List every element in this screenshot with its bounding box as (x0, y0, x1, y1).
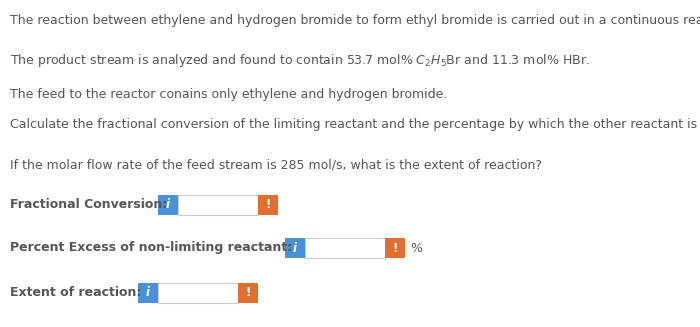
Text: i: i (146, 286, 150, 300)
Text: !: ! (392, 242, 398, 254)
Text: If the molar flow rate of the feed stream is 285 mol/s, what is the extent of re: If the molar flow rate of the feed strea… (10, 158, 542, 171)
FancyBboxPatch shape (178, 195, 258, 215)
Text: Fractional Conversion:: Fractional Conversion: (10, 198, 167, 212)
FancyBboxPatch shape (305, 238, 385, 258)
Text: %: % (410, 242, 422, 254)
FancyBboxPatch shape (158, 195, 178, 215)
Text: i: i (293, 242, 297, 254)
FancyBboxPatch shape (238, 283, 258, 303)
FancyBboxPatch shape (158, 283, 238, 303)
Text: Calculate the fractional conversion of the limiting reactant and the percentage : Calculate the fractional conversion of t… (10, 118, 700, 131)
Text: The product stream is analyzed and found to contain 53.7 mol% $C_2H_5$Br and 11.: The product stream is analyzed and found… (10, 52, 590, 69)
Text: !: ! (265, 198, 271, 212)
FancyBboxPatch shape (285, 238, 305, 258)
FancyBboxPatch shape (258, 195, 278, 215)
Text: i: i (166, 198, 170, 212)
Text: The feed to the reactor conains only ethylene and hydrogen bromide.: The feed to the reactor conains only eth… (10, 88, 447, 101)
Text: !: ! (245, 286, 251, 300)
Text: Extent of reaction:: Extent of reaction: (10, 286, 141, 300)
Text: Percent Excess of non-limiting reactant:: Percent Excess of non-limiting reactant: (10, 242, 293, 254)
FancyBboxPatch shape (138, 283, 158, 303)
FancyBboxPatch shape (385, 238, 405, 258)
Text: The reaction between ethylene and hydrogen bromide to form ethyl bromide is carr: The reaction between ethylene and hydrog… (10, 14, 700, 27)
